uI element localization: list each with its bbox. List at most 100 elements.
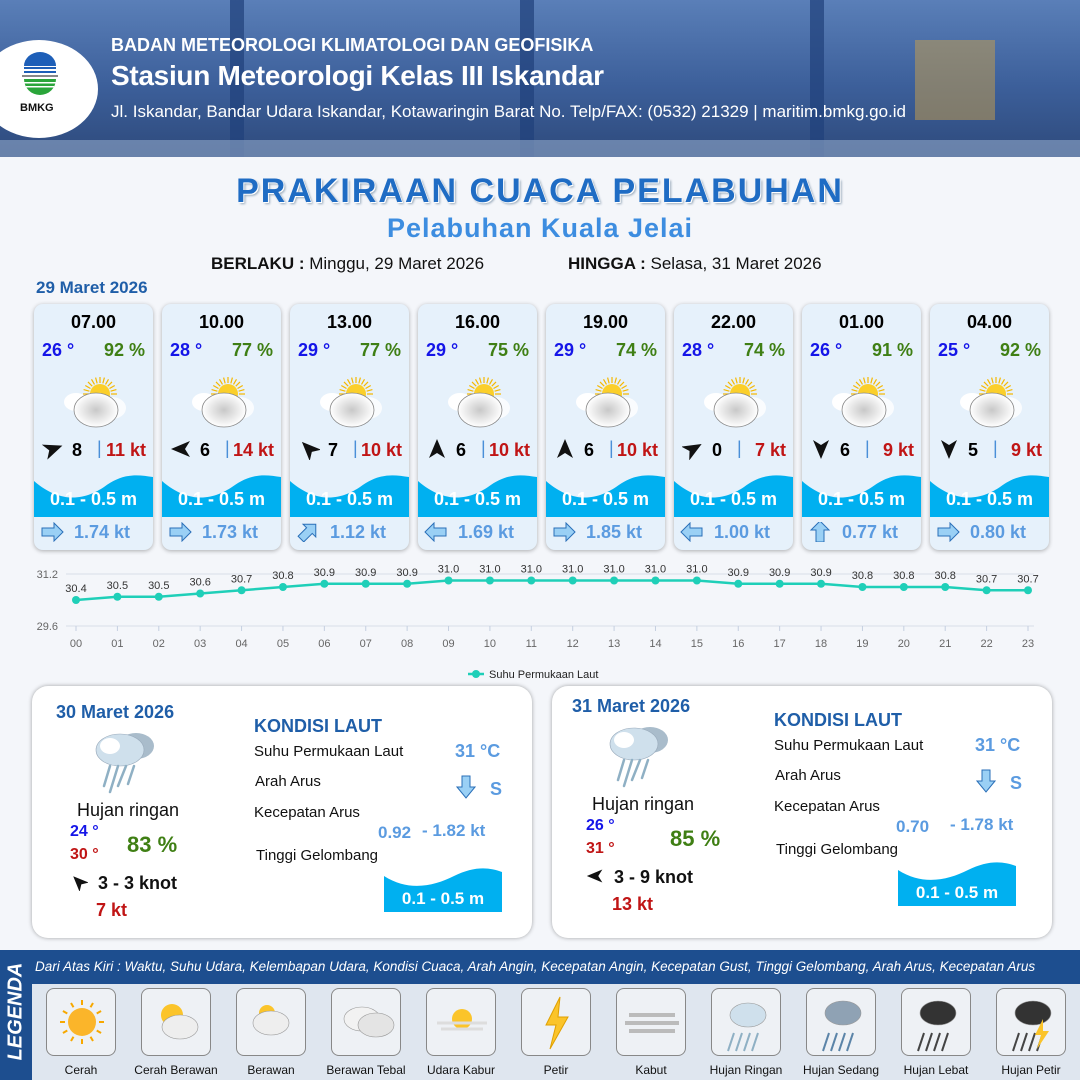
data-label: 30.8 bbox=[852, 570, 873, 582]
air-temperature: 26 ° bbox=[810, 340, 843, 360]
data-point bbox=[610, 576, 619, 585]
air-temperature: 25 ° bbox=[938, 340, 971, 360]
data-label: 30.8 bbox=[272, 570, 293, 582]
valid-to-date: Selasa, 31 Maret 2026 bbox=[650, 254, 822, 273]
legend-label: Suhu Permukaan Laut bbox=[489, 669, 598, 681]
current-speed: 1.85 kt bbox=[586, 522, 643, 542]
panel-date: 30 Maret 2026 bbox=[56, 702, 175, 722]
data-point bbox=[403, 579, 412, 588]
current-direction-arrow-icon bbox=[552, 521, 576, 543]
humidity: 91 % bbox=[871, 340, 913, 360]
weather-condition: Hujan ringan bbox=[77, 800, 180, 820]
humidity: 92 % bbox=[999, 340, 1041, 360]
forecast-time: 19.00 bbox=[582, 312, 629, 332]
x-tick-label: 23 bbox=[1022, 638, 1034, 650]
legend-side-label: LEGENDA bbox=[0, 950, 32, 1080]
data-point bbox=[113, 592, 122, 601]
divider: | bbox=[609, 438, 614, 458]
agency-name: BADAN METEOROLOGI KLIMATOLOGI DAN GEOFIS… bbox=[111, 35, 594, 55]
valid-to: HINGGA : Selasa, 31 Maret 2026 bbox=[568, 254, 822, 274]
x-tick-label: 10 bbox=[484, 638, 496, 650]
partly-cloudy-icon bbox=[830, 374, 896, 430]
wind-speed: 6 bbox=[840, 440, 851, 460]
wave-icon bbox=[384, 868, 502, 912]
current-info: 1.12 kt bbox=[296, 520, 406, 544]
air-temperature: 28 ° bbox=[682, 340, 715, 360]
humidity: 74 % bbox=[615, 340, 657, 360]
min-temperature: 24 ° bbox=[70, 823, 99, 840]
sun-cloud-icon bbox=[141, 988, 211, 1056]
forecast-card: 10.00 28 ° 77 % 6 | 14 kt 0.1 - 0.5 m 1.… bbox=[162, 304, 281, 550]
moderate-rain-icon bbox=[806, 988, 876, 1056]
sst-label: Suhu Permukaan Laut bbox=[254, 743, 404, 760]
air-temperature: 28 ° bbox=[170, 340, 203, 360]
sea-condition-heading: KONDISI LAUT bbox=[254, 716, 382, 736]
current-speed: 1.00 kt bbox=[714, 522, 771, 542]
data-point bbox=[941, 583, 950, 591]
valid-from: BERLAKU : Minggu, 29 Maret 2026 bbox=[211, 254, 484, 274]
data-label: 30.6 bbox=[189, 577, 210, 589]
x-tick-label: 14 bbox=[649, 638, 661, 650]
wind-speed: 6 bbox=[584, 440, 595, 460]
divider: | bbox=[353, 438, 358, 458]
wave-height-value: 0.1 - 0.5 m bbox=[915, 883, 999, 902]
current-direction-arrow-icon bbox=[296, 522, 320, 543]
data-label: 30.9 bbox=[728, 567, 749, 579]
wave-icon bbox=[898, 862, 1016, 906]
x-tick-label: 08 bbox=[401, 638, 413, 650]
current-direction-arrow-icon bbox=[976, 769, 996, 793]
wind-info: 6 | 10 kt bbox=[552, 438, 662, 460]
current-speed-label: Kecepatan Arus bbox=[774, 798, 880, 815]
data-label: 31.0 bbox=[438, 564, 459, 576]
data-label: 30.8 bbox=[935, 570, 956, 582]
wave-height-label: Tinggi Gelombang bbox=[776, 841, 899, 858]
wave-height-label: Tinggi Gelombang bbox=[256, 847, 379, 864]
data-label: 31.0 bbox=[603, 564, 624, 576]
wind-gust: 7 kt bbox=[96, 900, 128, 920]
data-label: 30.9 bbox=[769, 567, 790, 579]
current-speed: 0.80 kt bbox=[970, 522, 1027, 542]
data-point bbox=[444, 576, 453, 585]
legend-item: Cerah bbox=[36, 988, 126, 1080]
valid-to-label: HINGGA : bbox=[568, 254, 646, 273]
divider: | bbox=[481, 438, 486, 458]
current-speed: 1.74 kt bbox=[74, 522, 131, 542]
wind-direction-arrow-icon bbox=[810, 438, 832, 460]
wave-height: 0.1 - 0.5 m bbox=[945, 489, 1034, 509]
wind-direction-arrow-icon bbox=[554, 438, 576, 460]
data-point bbox=[858, 583, 867, 591]
valid-from-date: Minggu, 29 Maret 2026 bbox=[309, 254, 485, 273]
weather-condition: Hujan ringan bbox=[592, 794, 695, 814]
partly-cloudy-icon bbox=[318, 374, 384, 430]
forecast-card: 16.00 29 ° 75 % 6 | 10 kt 0.1 - 0.5 m 1.… bbox=[418, 304, 537, 550]
sea-condition-heading: KONDISI LAUT bbox=[774, 710, 902, 730]
current-info: 1.85 kt bbox=[552, 520, 662, 544]
data-point bbox=[568, 576, 577, 585]
wave-icon bbox=[546, 475, 665, 517]
forecast-card: 13.00 29 ° 77 % 7 | 10 kt 0.1 - 0.5 m 1.… bbox=[290, 304, 409, 550]
wind-gust: 9 kt bbox=[882, 440, 914, 460]
sst-line bbox=[75, 579, 1028, 602]
thunderstorm-icon bbox=[996, 988, 1066, 1056]
legend-item: Hujan Lebat bbox=[891, 988, 981, 1080]
current-direction-arrow-icon bbox=[936, 521, 960, 543]
air-temperature: 26 ° bbox=[42, 340, 75, 360]
forecast-time: 07.00 bbox=[70, 312, 117, 332]
light-rain-icon bbox=[604, 720, 674, 795]
partly-cloudy-icon bbox=[958, 374, 1024, 430]
forecast-time: 13.00 bbox=[326, 312, 373, 332]
data-point bbox=[899, 583, 908, 591]
current-info: 1.69 kt bbox=[424, 520, 534, 544]
wind-direction-arrow-icon bbox=[681, 438, 704, 461]
data-label: 30.4 bbox=[65, 583, 86, 595]
data-point bbox=[775, 579, 784, 588]
current-speed: 0.77 kt bbox=[842, 522, 899, 542]
daily-forecast-panel: 30 Maret 2026 Hujan ringan 24 ° 30 ° 83 … bbox=[32, 686, 532, 938]
legend-item-label: Berawan bbox=[247, 1063, 295, 1077]
clouds-icon bbox=[331, 988, 401, 1056]
current-direction-label: Arah Arus bbox=[775, 767, 841, 784]
wind-speed: 0 bbox=[712, 440, 723, 460]
wave-height: 0.1 - 0.5 m bbox=[49, 489, 138, 509]
x-tick-label: 07 bbox=[360, 638, 372, 650]
x-tick-label: 06 bbox=[318, 638, 330, 650]
